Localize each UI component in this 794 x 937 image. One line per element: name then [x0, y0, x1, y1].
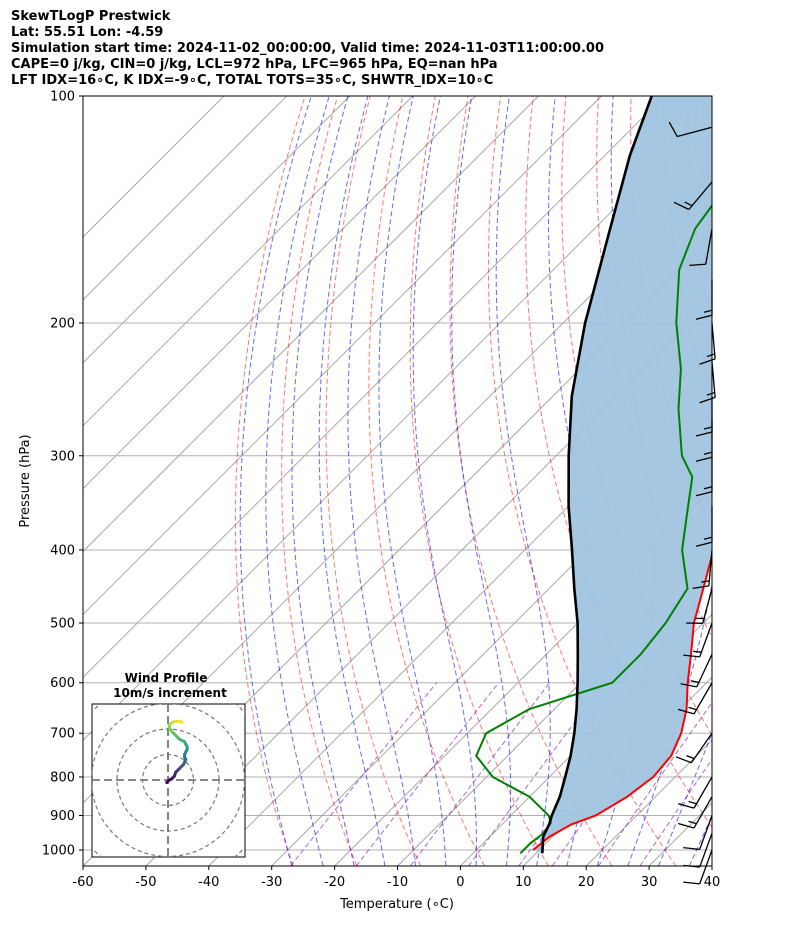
dry-adiabat [234, 96, 306, 866]
mixing-ratio-line [597, 701, 712, 866]
dry-adiabat [409, 96, 549, 866]
wind-barb [677, 796, 713, 829]
y-tick-label: 800 [50, 770, 75, 785]
y-axis-ticks: 100 200 300 400 500 600 700 800 900 1000 [42, 90, 83, 859]
location-line: Lat: 55.51 Lon: -4.59 [11, 25, 164, 40]
wind-barb [686, 588, 713, 624]
times-line: Simulation start time: 2024-11-02_00:00:… [11, 41, 604, 56]
wind-barb [699, 322, 716, 365]
wind-barb [689, 228, 713, 267]
x-axis-ticks: -60 -50 -40 -30 -20 -10 0 10 20 30 40 [72, 866, 720, 890]
moist-adiabat [451, 96, 512, 866]
dewpoint-line [475, 203, 712, 855]
isotherm [83, 96, 665, 679]
hodograph: Wind Profile 10m/s increment [91, 671, 246, 858]
hodograph-subtitle: 10m/s increment [113, 686, 227, 700]
wind-barb [668, 121, 713, 138]
isotherm [711, 865, 712, 866]
hodograph-ring [92, 704, 245, 857]
moist-adiabat [239, 96, 312, 866]
y-axis-label: Pressure (hPa) [18, 434, 33, 527]
wind-barb [673, 181, 713, 211]
x-tick-label: -30 [261, 875, 282, 890]
isotherm [83, 96, 539, 553]
isotherm [83, 96, 602, 616]
moist-adiabat [318, 96, 386, 866]
x-tick-label: -20 [324, 875, 345, 890]
x-tick-label: -10 [387, 875, 408, 890]
dry-adiabat [449, 96, 613, 866]
x-tick-label: 20 [578, 875, 595, 890]
wind-barb [692, 549, 713, 590]
indices-line-2: LFT IDX=16∘C, K IDX=-9∘C, TOTAL TOTS=35∘… [11, 73, 494, 88]
isotherm [83, 96, 225, 238]
isotherm [271, 424, 712, 866]
y-tick-label: 400 [50, 543, 75, 558]
wind-barb [699, 361, 716, 404]
wind-barb [683, 815, 713, 850]
x-tick-label: 0 [456, 875, 464, 890]
dry-adiabat [368, 96, 485, 866]
x-tick-label: -50 [135, 875, 156, 890]
y-tick-label: 100 [50, 90, 75, 105]
wind-barb [683, 622, 713, 658]
moist-adiabat [347, 96, 416, 866]
mixing-ratio-line [355, 682, 499, 866]
moist-adiabat [548, 96, 598, 866]
profile-lines [475, 96, 712, 855]
x-tick-label: 40 [704, 875, 721, 890]
wind-barb [683, 849, 713, 885]
hodograph-segment [179, 719, 184, 725]
dry-adiabat [761, 96, 794, 866]
y-tick-label: 300 [50, 449, 75, 464]
moist-adiabat [265, 96, 330, 866]
dry-adiabat [325, 96, 422, 866]
y-tick-label: 900 [50, 809, 75, 824]
mixing-ratio-line [290, 682, 437, 866]
moist-adiabat [720, 96, 794, 866]
y-tick-label: 1000 [42, 844, 75, 859]
isotherm [83, 96, 288, 301]
moist-adiabat [378, 96, 447, 866]
moist-adiabat [412, 96, 477, 866]
chart-title: SkewTLogP Prestwick [11, 9, 171, 24]
dry-adiabat [729, 96, 794, 866]
parcel-line [541, 96, 653, 854]
moist-adiabat [291, 96, 355, 866]
wind-barb [680, 653, 713, 688]
dry-adiabat [281, 96, 358, 866]
isotherm [397, 550, 712, 866]
wind-barb [677, 682, 713, 715]
x-axis-label: Temperature (∘C) [339, 897, 454, 912]
dry-adiabat [487, 96, 677, 866]
mixing-ratio-line [409, 682, 550, 866]
x-tick-label: 10 [515, 875, 532, 890]
wind-barb [677, 776, 713, 809]
y-tick-label: 500 [50, 617, 75, 632]
chart-header: SkewTLogP Prestwick Lat: 55.51 Lon: -4.5… [11, 9, 604, 89]
moist-adiabat [627, 96, 712, 866]
x-tick-label: 30 [641, 875, 658, 890]
isotherm [83, 96, 351, 364]
y-tick-label: 700 [50, 727, 75, 742]
indices-line-1: CAPE=0 j/kg, CIN=0 j/kg, LCL=972 hPa, LF… [11, 57, 498, 72]
moist-adiabat [658, 731, 712, 866]
x-tick-label: -60 [72, 875, 93, 890]
wind-barbs [668, 121, 716, 885]
y-tick-label: 600 [50, 676, 75, 691]
dry-adiabat [525, 96, 712, 829]
isotherm [83, 96, 476, 490]
temperature-line [532, 551, 712, 851]
isotherm [334, 487, 712, 866]
moist-adiabat [495, 96, 551, 866]
y-tick-label: 200 [50, 316, 75, 331]
moist-adiabat [752, 96, 794, 866]
wind-barb [675, 732, 713, 764]
x-tick-label: -40 [198, 875, 219, 890]
isotherm [83, 96, 414, 427]
isotherm [145, 299, 712, 866]
hodograph-title: Wind Profile [125, 671, 208, 685]
